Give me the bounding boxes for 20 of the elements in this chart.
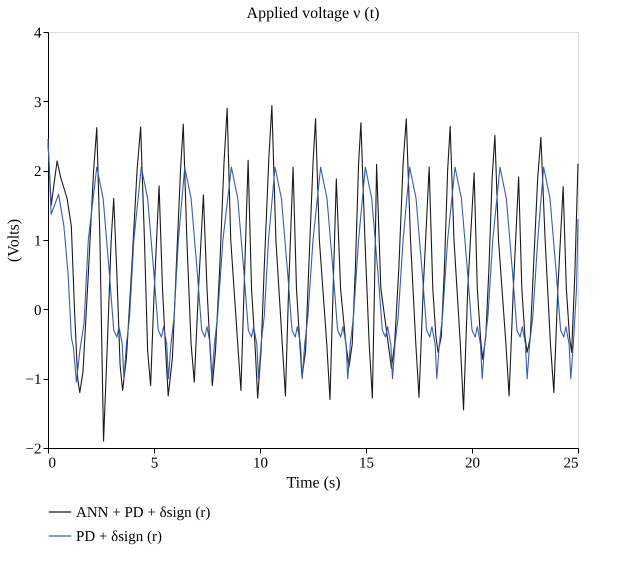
x-tick-label: 25: [564, 456, 578, 472]
y-tick-label: −1: [26, 372, 42, 388]
x-tick-label: 15: [359, 456, 374, 472]
y-tick-label: 0: [34, 302, 42, 319]
x-tick-label: 5: [150, 456, 158, 472]
y-tick-label: 1: [34, 234, 42, 250]
line-series: [47, 104, 579, 442]
x-tick-label: 0: [48, 456, 56, 472]
legend-label: PD + δsign (r): [76, 529, 162, 545]
chart-title: Applied voltage ν (t): [246, 5, 380, 22]
y-tick-label: 2: [34, 164, 42, 180]
line-series: [47, 138, 579, 383]
y-tick-label: 4: [34, 26, 42, 42]
x-tick-label: 20: [465, 456, 480, 472]
x-axis-title: Time (s): [286, 474, 341, 492]
legend-label: ANN + PD + δsign (r): [76, 505, 210, 521]
x-tick-label: 10: [253, 456, 268, 472]
y-tick-label: 3: [34, 94, 42, 111]
y-axis-title: (Volts): [6, 218, 23, 262]
y-tick-label: −2: [26, 442, 42, 458]
